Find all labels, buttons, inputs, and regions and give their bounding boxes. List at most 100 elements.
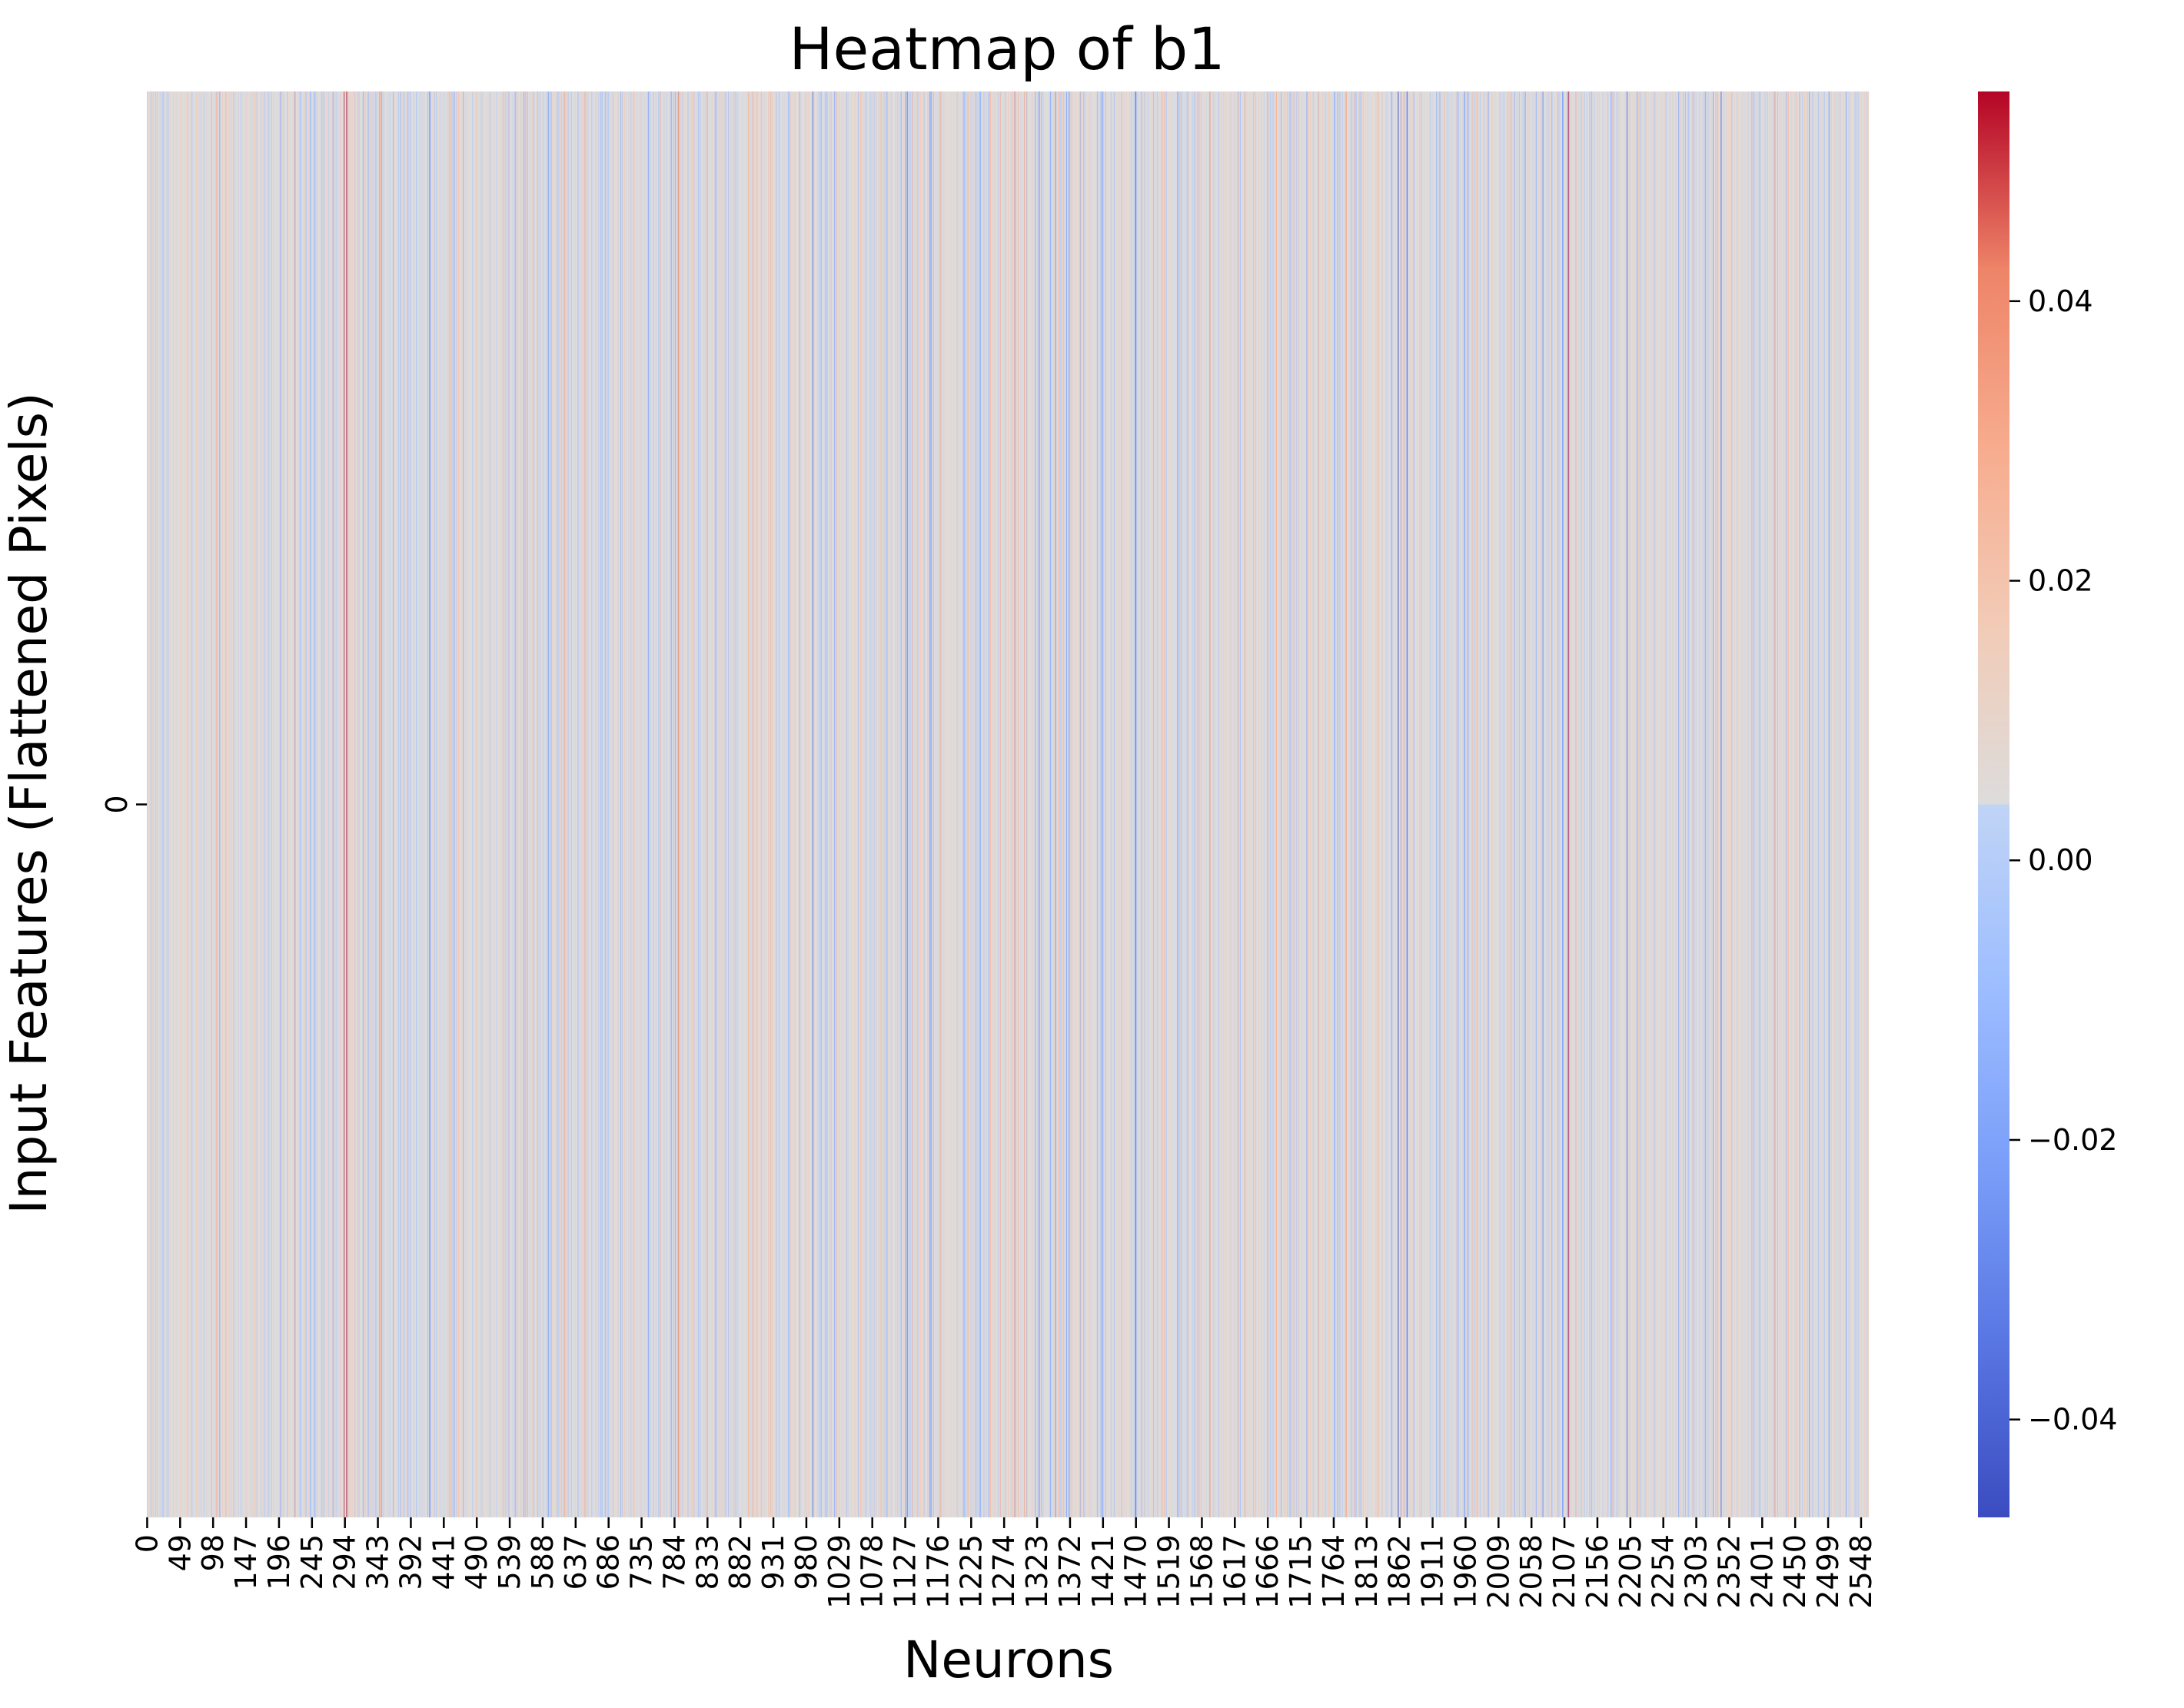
heatmap-cell	[354, 91, 355, 1517]
heatmap-cell	[1185, 91, 1187, 1517]
heatmap-cell	[633, 91, 635, 1517]
heatmap-cell	[444, 91, 445, 1517]
heatmap-cell	[1629, 91, 1631, 1517]
heatmap-cell	[877, 91, 879, 1517]
heatmap-cell	[841, 91, 843, 1517]
heatmap-cell	[830, 91, 832, 1517]
heatmap-cell	[643, 91, 644, 1517]
heatmap-cell	[1202, 91, 1204, 1517]
heatmap-cell	[1669, 91, 1670, 1517]
heatmap-cell	[1109, 91, 1111, 1517]
heatmap-cell	[723, 91, 724, 1517]
heatmap-cell	[756, 91, 758, 1517]
heatmap-cell	[1702, 91, 1704, 1517]
heatmap-cell	[389, 91, 391, 1517]
heatmap-cell	[809, 91, 810, 1517]
heatmap-cell	[839, 91, 841, 1517]
heatmap-cell	[568, 91, 570, 1517]
heatmap-cell	[209, 91, 211, 1517]
heatmap-cell	[1531, 91, 1532, 1517]
heatmap-cell	[1561, 91, 1563, 1517]
heatmap-cell	[378, 91, 380, 1517]
heatmap-cell	[1645, 91, 1647, 1517]
heatmap-cell	[1740, 91, 1741, 1517]
heatmap-cell	[888, 91, 889, 1517]
heatmap-cell	[1620, 91, 1621, 1517]
heatmap-cell	[647, 91, 649, 1517]
heatmap-cell	[457, 91, 459, 1517]
heatmap-cell	[1129, 91, 1131, 1517]
heatmap-cell	[1022, 91, 1024, 1517]
heatmap-cell	[660, 91, 661, 1517]
heatmap-cell	[1199, 91, 1201, 1517]
heatmap-cell	[251, 91, 252, 1517]
heatmap-cell	[1828, 91, 1830, 1517]
heatmap-cell	[521, 91, 523, 1517]
heatmap-cell	[1307, 91, 1308, 1517]
heatmap-cell	[859, 91, 861, 1517]
heatmap-cell	[713, 91, 714, 1517]
x-axis-ticks: 0499814719624529434339244149053958863768…	[130, 1517, 1878, 1609]
heatmap-cell	[269, 91, 271, 1517]
heatmap-cell	[1708, 91, 1710, 1517]
heatmap-cell	[751, 91, 753, 1517]
heatmap-cell	[1745, 91, 1747, 1517]
heatmap-cell	[1020, 91, 1022, 1517]
heatmap-cell	[1254, 91, 1255, 1517]
heatmap-cell	[491, 91, 493, 1517]
heatmap-cell	[696, 91, 697, 1517]
heatmap-cell	[1766, 91, 1767, 1517]
heatmap-cell	[1426, 91, 1428, 1517]
heatmap-cell	[970, 91, 972, 1517]
heatmap-cell	[782, 91, 783, 1517]
heatmap-cell	[451, 91, 453, 1517]
heatmap-cell	[1785, 91, 1787, 1517]
heatmap-cell	[1268, 91, 1269, 1517]
heatmap-cell	[850, 91, 852, 1517]
heatmap-cell	[889, 91, 891, 1517]
heatmap-cell	[1398, 91, 1399, 1517]
heatmap-cell	[464, 91, 466, 1517]
heatmap-cell	[739, 91, 740, 1517]
heatmap-cell	[545, 91, 547, 1517]
heatmap-cell	[1304, 91, 1305, 1517]
heatmap-cell	[793, 91, 794, 1517]
heatmap-cell	[1192, 91, 1193, 1517]
heatmap-cell	[1662, 91, 1664, 1517]
heatmap-cell	[1006, 91, 1008, 1517]
x-tick-label: 1813	[1350, 1534, 1384, 1609]
heatmap-cell	[226, 91, 228, 1517]
heatmap-cell	[381, 91, 382, 1517]
heatmap-cell	[422, 91, 424, 1517]
heatmap-cell	[1106, 91, 1108, 1517]
x-tick-label: 294	[328, 1534, 362, 1590]
heatmap-cell	[1067, 91, 1069, 1517]
x-tick-label: 1519	[1152, 1534, 1186, 1609]
heatmap-cell	[773, 91, 775, 1517]
x-tick-label: 0	[130, 1534, 164, 1553]
heatmap-cell	[1724, 91, 1725, 1517]
heatmap-cell	[1170, 91, 1172, 1517]
heatmap-cell	[1433, 91, 1434, 1517]
heatmap-cell	[472, 91, 474, 1517]
heatmap-cell	[508, 91, 510, 1517]
heatmap-cell	[786, 91, 788, 1517]
heatmap-cell	[1537, 91, 1539, 1517]
heatmap-cell	[1110, 91, 1112, 1517]
heatmap-cell	[654, 91, 656, 1517]
heatmap-cell	[401, 91, 403, 1517]
heatmap-cell	[991, 91, 992, 1517]
heatmap-cell	[617, 91, 618, 1517]
heatmap-cell	[1374, 91, 1375, 1517]
heatmap-cell	[1331, 91, 1332, 1517]
heatmap-cell	[342, 91, 344, 1517]
heatmap-cell	[1305, 91, 1306, 1517]
heatmap-cell	[527, 91, 529, 1517]
heatmap-cell	[218, 91, 220, 1517]
heatmap-cell	[1792, 91, 1793, 1517]
heatmap-cell	[899, 91, 901, 1517]
heatmap-cell	[1140, 91, 1142, 1517]
heatmap-cell	[455, 91, 457, 1517]
heatmap-cell	[804, 91, 806, 1517]
heatmap-cell	[1680, 91, 1682, 1517]
